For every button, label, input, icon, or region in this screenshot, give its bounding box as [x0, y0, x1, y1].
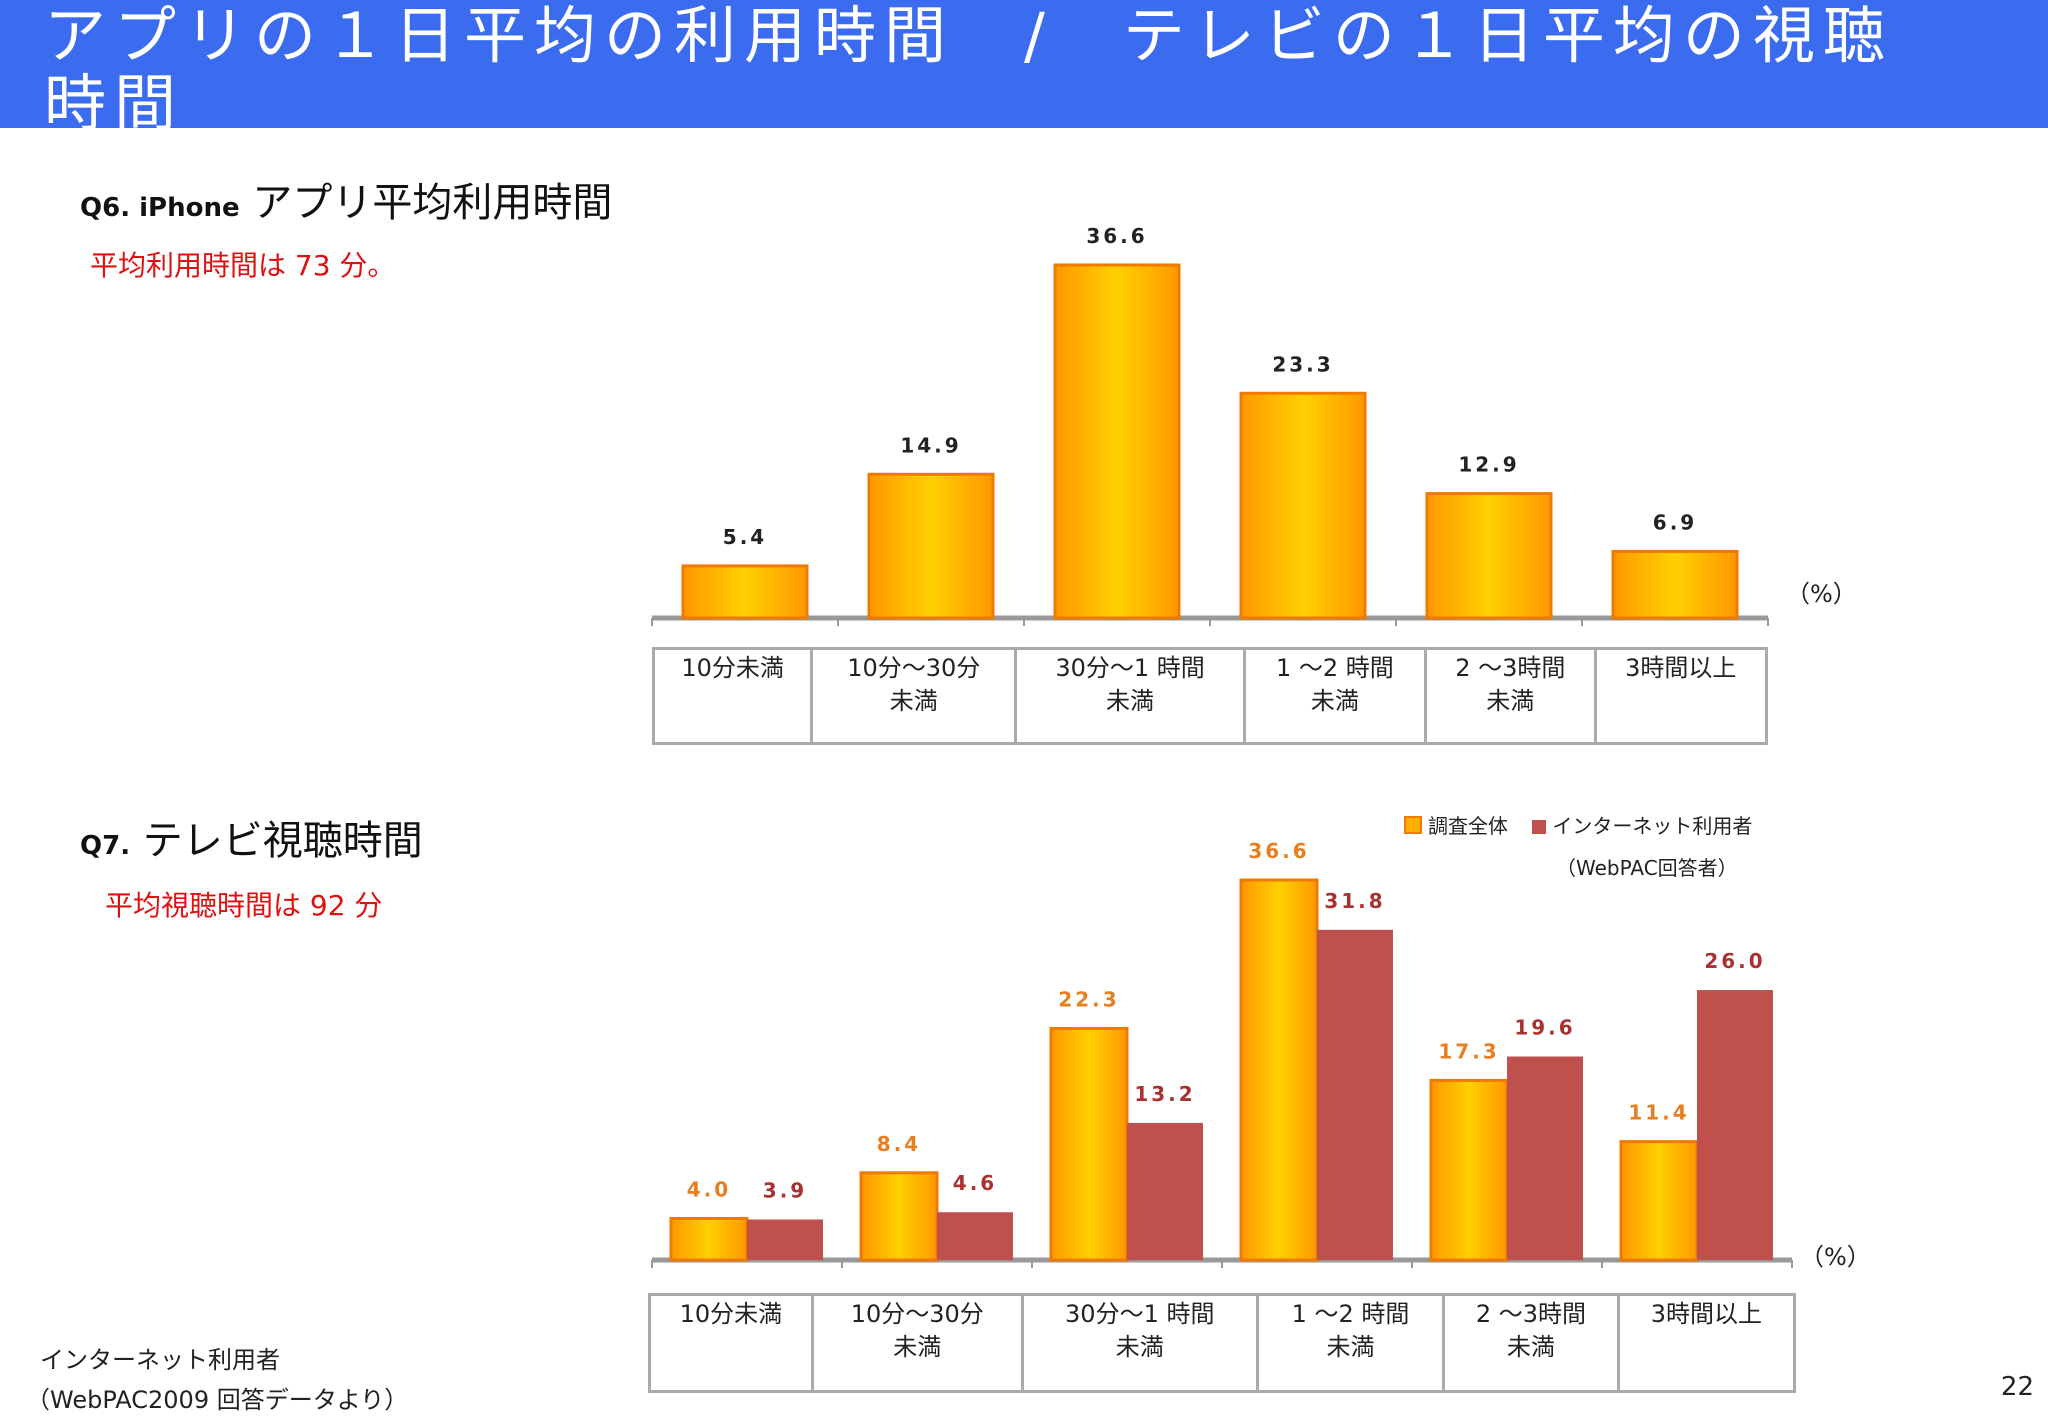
- chart2-bar-overall: [669, 1216, 749, 1262]
- chart2-data-label: 13.2: [1134, 1082, 1195, 1106]
- chart2-data-label: 3.9: [763, 1179, 807, 1203]
- chart2-data-label: 4.6: [953, 1171, 997, 1195]
- chart1-bar: [1239, 391, 1367, 620]
- q7-average-note: 平均視聴時間は 92 分: [105, 889, 383, 922]
- chart1-category-label: 10分未満: [651, 647, 814, 745]
- legend-swatch-orange: [1404, 816, 1422, 834]
- q6-code: Q6. iPhone: [80, 193, 240, 223]
- chart1-data-label: 5.4: [723, 525, 767, 549]
- chart2-bar-internet: [1127, 1122, 1203, 1260]
- q7-code: Q7.: [80, 831, 131, 861]
- chart2-category-label: 30分～1 時間 未満: [1020, 1293, 1259, 1393]
- chart2-data-label: 22.3: [1058, 987, 1119, 1011]
- chart1-category-label: 1 ～2 時間 未満: [1242, 647, 1427, 745]
- chart2-bar-internet: [937, 1212, 1013, 1260]
- q6-heading: Q6. iPhone アプリ平均利用時間: [80, 170, 612, 228]
- chart1-data-label: 12.9: [1458, 453, 1519, 477]
- chart1-data-label: 23.3: [1272, 352, 1333, 376]
- chart-tv-viewing: 4.0 8.4 22.3 36.6 17.3 11.4 3.9 4.6 13.2 31.8 19.6…: [651, 839, 1793, 1268]
- chart1-bar: [681, 564, 809, 620]
- chart2-legend-sub: （WebPAC回答者）: [1556, 856, 1738, 880]
- footer-source-line2: （WebPAC2009 回答データより）: [26, 1386, 409, 1414]
- chart1-bar: [1611, 549, 1739, 620]
- chart2-category-label: 10分～30分 未満: [810, 1293, 1024, 1393]
- chart1-category-label: 30分～1 時間 未満: [1014, 647, 1246, 745]
- page-number: 22: [2000, 1372, 2034, 1402]
- legend-item-overall: 調査全体: [1404, 814, 1508, 838]
- chart2-data-label: 4.0: [687, 1177, 731, 1201]
- chart2-data-label: 36.6: [1248, 839, 1309, 863]
- chart2-legend: 調査全体 インターネット利用者: [1404, 810, 1752, 839]
- chart2-bar-overall: [1239, 878, 1319, 1262]
- chart1-unit-label: （%）: [1786, 580, 1857, 608]
- chart2-category-label: 10分未満: [648, 1293, 814, 1393]
- chart1-category-label: 2 ～3時間 未満: [1423, 647, 1597, 745]
- chart2-bar-overall: [1049, 1026, 1129, 1262]
- chart2-bar-internet: [747, 1219, 823, 1260]
- legend-item-internet: インターネット利用者: [1532, 814, 1752, 838]
- q6-average-note: 平均利用時間は 73 分。: [90, 249, 396, 282]
- chart2-bar-internet: [1507, 1056, 1583, 1260]
- chart2-data-label: 26.0: [1704, 949, 1765, 973]
- chart2-data-label: 11.4: [1628, 1101, 1689, 1125]
- legend-swatch-red: [1532, 820, 1547, 834]
- chart2-data-label: 19.6: [1514, 1016, 1575, 1040]
- chart2-category-label: 3時間以上: [1616, 1293, 1797, 1393]
- chart2-bar-internet: [1697, 990, 1773, 1260]
- chart2-category-table: 10分未満 10分～30分 未満 30分～1 時間 未満 1 ～2 時間 未満 2 ～3時間未…: [648, 1293, 1797, 1393]
- footer-source-line1: インターネット利用者: [40, 1346, 280, 1374]
- chart2-unit-label: （%）: [1800, 1243, 1871, 1271]
- chart1-category-table: 10分未満 10分～30分 未満 30分～1 時間 未満 1 ～2 時間 未満 2 ～3時間未…: [651, 647, 1769, 745]
- chart1-category-label: 3時間以上: [1593, 647, 1769, 745]
- title-bar: アプリの１日平均の利用時間 / テレビの１日平均の視聴時間: [0, 0, 2048, 138]
- chart2-data-label: 8.4: [877, 1132, 921, 1156]
- q7-title: テレビ視聴時間: [142, 818, 423, 864]
- chart1-bar: [1425, 492, 1553, 620]
- chart2-data-label: 31.8: [1324, 889, 1385, 913]
- chart1-data-label: 6.9: [1653, 510, 1697, 534]
- chart2-bar-internet: [1317, 929, 1393, 1260]
- chart1-bar: [867, 472, 995, 620]
- chart1-data-label: 14.9: [900, 433, 961, 457]
- chart1-category-label: 10分～30分 未満: [810, 647, 1018, 745]
- chart2-bar-overall: [1619, 1140, 1699, 1262]
- chart2-data-label: 17.3: [1438, 1039, 1499, 1063]
- chart1-bar: [1053, 263, 1181, 620]
- chart-app-usage: 5.4 14.9 36.6 23.3 12.9 6.9: [651, 224, 1769, 626]
- chart1-data-label: 36.6: [1086, 224, 1147, 248]
- chart2-bar-overall: [1429, 1078, 1509, 1262]
- q6-title: アプリ平均利用時間: [252, 180, 613, 226]
- q7-heading: Q7. テレビ視聴時間: [80, 808, 423, 866]
- chart2-category-label: 1 ～2 時間 未満: [1255, 1293, 1446, 1393]
- slide-title: アプリの１日平均の利用時間 / テレビの１日平均の視聴時間: [44, 0, 1893, 140]
- chart2-bar-overall: [859, 1171, 939, 1262]
- chart2-category-label: 2 ～3時間 未満: [1442, 1293, 1620, 1393]
